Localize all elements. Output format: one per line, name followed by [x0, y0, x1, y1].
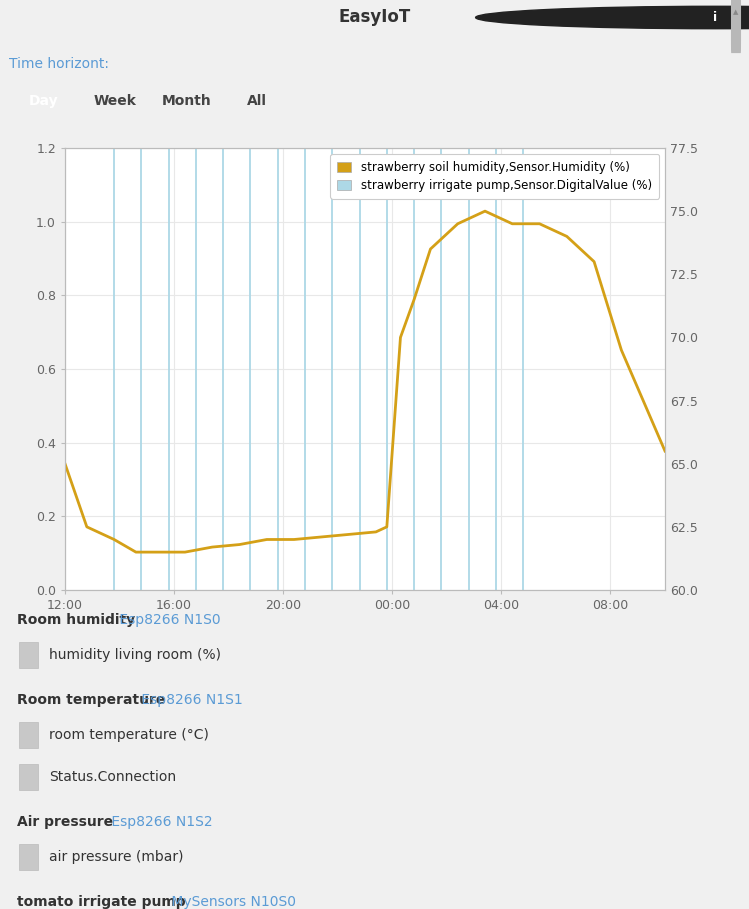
Text: Month: Month [162, 94, 212, 108]
Text: Room humidity: Room humidity [17, 613, 136, 627]
FancyBboxPatch shape [19, 844, 38, 870]
Text: Time horizont:: Time horizont: [9, 57, 109, 71]
Text: Esp8266 N1S1: Esp8266 N1S1 [137, 693, 243, 707]
Text: air pressure (mbar): air pressure (mbar) [49, 850, 184, 864]
Text: MySensors N10S0: MySensors N10S0 [167, 895, 296, 909]
Text: room temperature (°C): room temperature (°C) [49, 728, 209, 742]
Text: humidity living room (%): humidity living room (%) [49, 648, 221, 662]
Text: Esp8266 N1S2: Esp8266 N1S2 [107, 815, 213, 829]
Text: EasyIoT: EasyIoT [339, 8, 410, 26]
Text: Esp8266 N1S0: Esp8266 N1S0 [115, 613, 220, 627]
FancyBboxPatch shape [731, 0, 741, 53]
Text: Status.Connection: Status.Connection [49, 770, 176, 784]
FancyBboxPatch shape [19, 764, 38, 790]
FancyBboxPatch shape [19, 642, 38, 668]
Text: Week: Week [94, 94, 136, 108]
Circle shape [476, 6, 749, 29]
Text: tomato irrigate pump: tomato irrigate pump [17, 895, 186, 909]
Legend: strawberry soil humidity,Sensor.Humidity (%), strawberry irrigate pump,Sensor.Di: strawberry soil humidity,Sensor.Humidity… [330, 154, 659, 199]
Text: Air pressure: Air pressure [17, 815, 113, 829]
Text: i: i [713, 11, 718, 24]
Text: ▲: ▲ [733, 9, 739, 15]
Text: Day: Day [29, 94, 59, 108]
Text: Room temperature: Room temperature [17, 693, 166, 707]
FancyBboxPatch shape [19, 722, 38, 748]
Text: All: All [247, 94, 267, 108]
